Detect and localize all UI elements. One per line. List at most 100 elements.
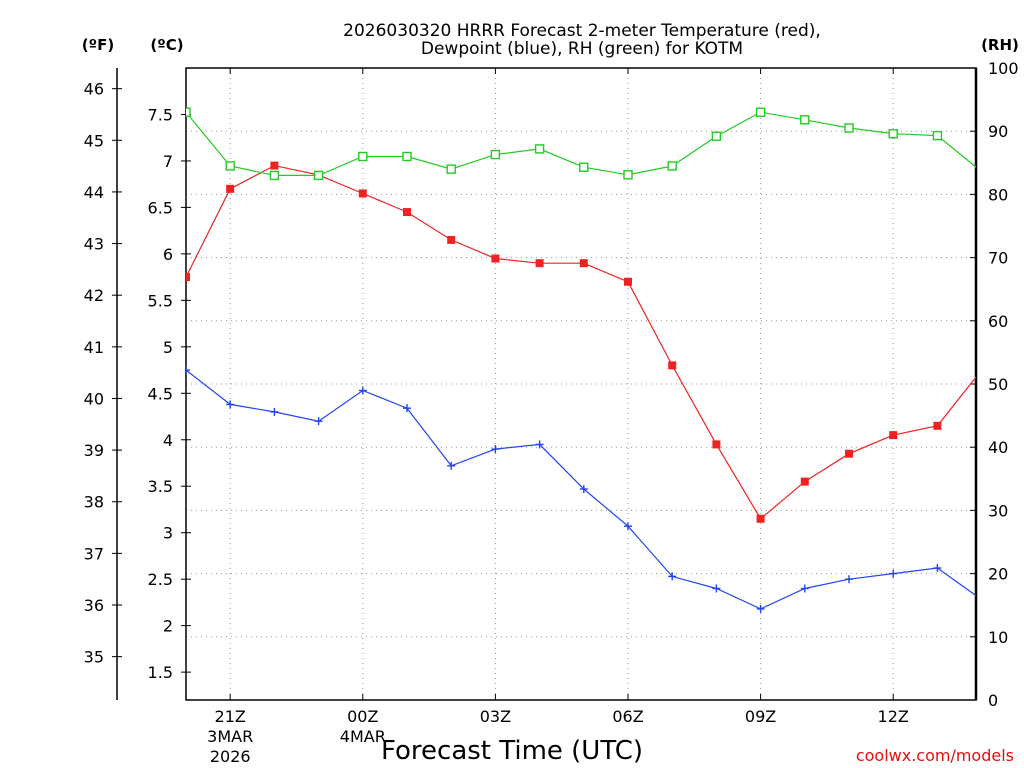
celsius-tick-label: 4.5: [148, 384, 173, 403]
celsius-unit-label: (ºC): [150, 36, 183, 54]
rh-point: [186, 107, 191, 117]
temperature-point: [226, 184, 235, 193]
fahrenheit-tick-label: 43: [84, 235, 104, 254]
rh-point: [667, 161, 677, 171]
rh-tick-label: 0: [988, 691, 998, 710]
series-layer: [186, 107, 986, 613]
celsius-tick-label: 3: [163, 524, 173, 543]
rh-tick-label: 10: [988, 628, 1008, 647]
rh-point: [490, 149, 501, 160]
dewpoint-point: [800, 584, 809, 593]
dewpoint-point: [314, 417, 323, 426]
temperature-point: [668, 361, 677, 370]
temperature-point: [535, 259, 544, 268]
dewpoint-point: [845, 575, 853, 584]
fahrenheit-tick-label: 36: [84, 596, 104, 615]
celsius-tick-label: 5.5: [148, 291, 173, 310]
rh-point: [402, 151, 412, 162]
fahrenheit-tick-label: 44: [84, 183, 104, 202]
chart-title-line2: Dewpoint (blue), RH (green) for KOTM: [421, 39, 743, 59]
rh-point: [623, 170, 633, 180]
x-tick-date-label: 4MAR: [340, 727, 386, 746]
rh-point: [711, 131, 722, 141]
rh-tick-label: 60: [988, 312, 1008, 331]
temperature-point: [712, 440, 721, 449]
rh-tick-label: 100: [988, 59, 1019, 78]
temperature-point: [403, 208, 411, 217]
dewpoint-point: [535, 440, 544, 449]
axis-ticks: 1.5 2 2.5 3 3.5 4 4.5 5 5.5 6 6.5 7 7.5 35 36 37 38 39 40 4…: [84, 59, 1019, 766]
fahrenheit-tick-label: 40: [84, 389, 104, 408]
fahrenheit-tick-label: 45: [84, 131, 104, 150]
x-tick-label: 00Z: [347, 707, 378, 726]
rh-tick-label: 40: [988, 438, 1008, 457]
rh-point: [844, 123, 854, 133]
rh-point: [888, 129, 898, 139]
rh-point: [446, 164, 456, 174]
temperature-point: [978, 366, 986, 374]
dewpoint-point: [579, 485, 588, 494]
fahrenheit-tick-label: 41: [84, 338, 104, 357]
rh-unit-label: (RH): [981, 36, 1019, 54]
dewpoint-line: [186, 369, 976, 610]
dewpoint-point: [491, 445, 500, 454]
x-tick-label: 09Z: [745, 707, 776, 726]
dewpoint-point: [403, 404, 411, 413]
rh-point: [225, 161, 235, 171]
celsius-tick-label: 2.5: [148, 570, 173, 589]
celsius-tick-label: 1.5: [148, 663, 173, 682]
x-tick-label: 06Z: [612, 707, 643, 726]
fahrenheit-tick-label: 37: [84, 544, 104, 563]
dewpoint-point: [889, 569, 898, 578]
rh-tick-label: 70: [988, 249, 1008, 268]
temperature-point: [270, 161, 279, 170]
x-tick-date-label: 3MAR: [207, 727, 253, 746]
x-tick-year-label: 2026: [210, 747, 251, 766]
x-tick-label: 21Z: [215, 707, 246, 726]
dewpoint-point: [447, 461, 456, 470]
temperature-point: [186, 273, 190, 282]
dewpoint-point: [756, 604, 765, 613]
rh-point: [978, 168, 986, 176]
dewpoint-point: [186, 366, 190, 375]
rh-point: [932, 130, 943, 141]
temperature-point: [579, 259, 588, 268]
credit-text: coolwx.com/models: [856, 746, 1014, 765]
dewpoint-point: [668, 572, 677, 581]
temperature-point: [358, 189, 367, 198]
rh-point: [534, 144, 545, 154]
rh-point: [800, 115, 810, 125]
celsius-tick-label: 6.5: [148, 198, 173, 217]
rh-tick-label: 20: [988, 565, 1008, 584]
chart-title-line1: 2026030320 HRRR Forecast 2-meter Tempera…: [343, 21, 821, 41]
celsius-tick-label: 7: [163, 152, 173, 171]
dewpoint-point: [226, 400, 235, 409]
dewpoint-point: [624, 522, 632, 531]
rh-point: [755, 107, 766, 117]
rh-point: [579, 162, 589, 172]
temperature-point: [756, 514, 765, 523]
temperature-point: [624, 277, 632, 286]
fahrenheit-tick-label: 46: [84, 80, 104, 99]
temperature-point: [845, 449, 853, 458]
dewpoint-point: [270, 407, 279, 416]
celsius-tick-label: 4: [163, 431, 173, 450]
rh-tick-label: 30: [988, 501, 1008, 520]
dewpoint-point: [933, 564, 942, 573]
rh-tick-label: 90: [988, 122, 1008, 141]
rh-tick-label: 50: [988, 375, 1008, 394]
celsius-tick-label: 5: [163, 338, 173, 357]
rh-point: [313, 170, 324, 181]
temperature-point: [889, 431, 898, 440]
x-tick-label: 12Z: [878, 707, 909, 726]
fahrenheit-tick-label: 35: [84, 648, 104, 667]
dewpoint-point: [358, 386, 367, 395]
x-tick-label: 03Z: [480, 707, 511, 726]
celsius-tick-label: 6: [163, 245, 173, 264]
celsius-tick-label: 3.5: [148, 477, 173, 496]
fahrenheit-tick-label: 42: [84, 286, 104, 305]
rh-tick-label: 80: [988, 185, 1008, 204]
temperature-point: [933, 421, 942, 430]
dewpoint-point: [978, 596, 986, 604]
rh-point: [269, 170, 280, 181]
